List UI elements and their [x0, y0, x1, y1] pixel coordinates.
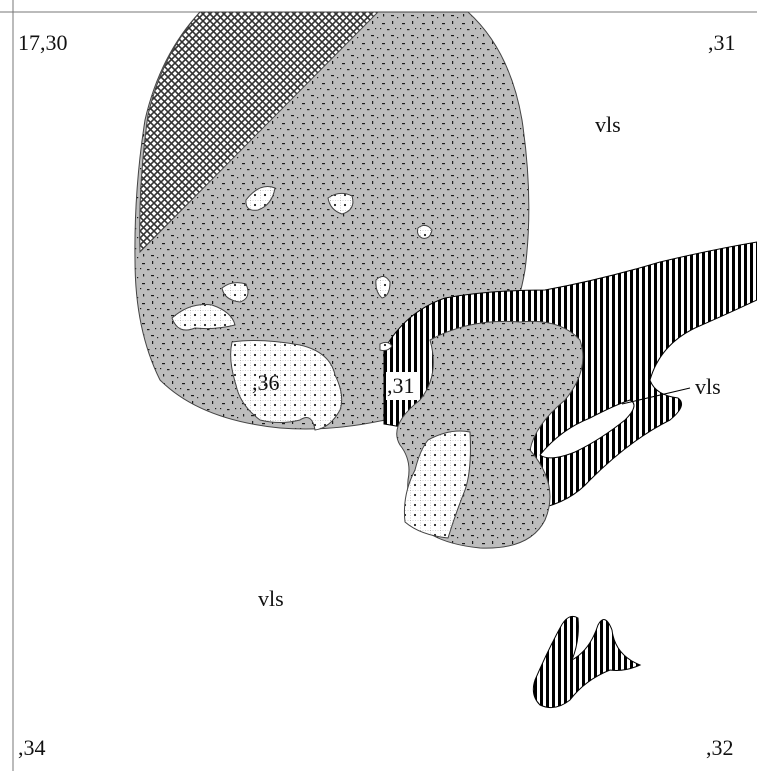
patch-label-36: ,36 [252, 370, 280, 395]
area-label-vls-lower: vls [258, 586, 284, 611]
inclusion-4 [221, 282, 249, 303]
corner-label-bottom-left: ,34 [18, 735, 46, 760]
inclusion-2 [327, 192, 354, 215]
inclusion-1 [245, 186, 276, 211]
area-label-vls-upper: vls [595, 112, 621, 137]
callout-leader [621, 387, 691, 405]
grid-patch-lower [404, 430, 471, 539]
corner-label-bottom-right: ,32 [706, 735, 734, 760]
inclusion-3 [417, 224, 433, 239]
striped-claw [532, 615, 642, 709]
corner-label-top-right: ,31 [708, 30, 736, 55]
crosshatch-area [139, 11, 380, 254]
patch-label-31: ,31 [387, 373, 415, 398]
white-lens [539, 399, 635, 459]
corner-label-top-left: 17,30 [18, 30, 68, 55]
inclusion-6 [379, 341, 393, 351]
grid-patch-36 [230, 340, 343, 431]
label-box-31 [386, 372, 418, 400]
area-label-vls-callout: vls [695, 374, 721, 399]
inclusion-5 [375, 276, 391, 299]
grid-patch-left [171, 304, 236, 331]
